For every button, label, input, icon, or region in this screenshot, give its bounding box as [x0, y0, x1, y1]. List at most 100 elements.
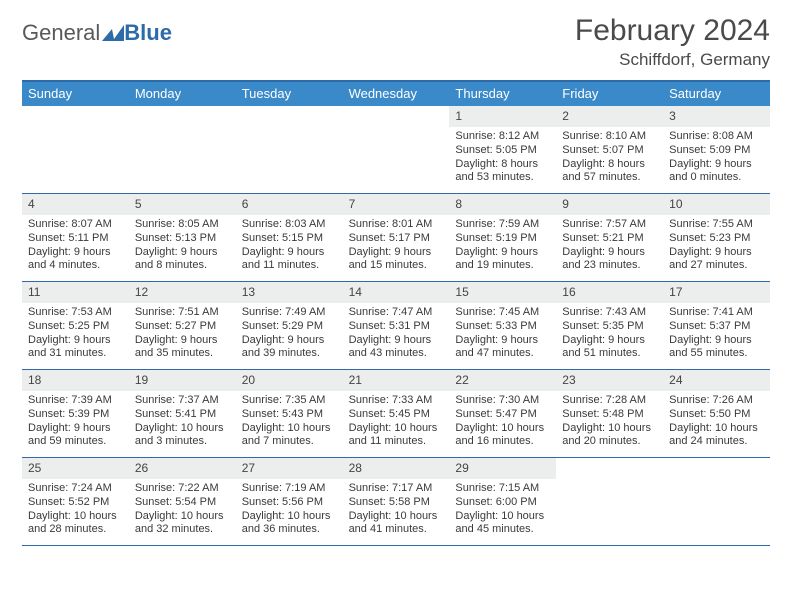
day-number: 8	[449, 194, 556, 215]
day-cell	[343, 106, 450, 193]
daylight-line1: Daylight: 8 hours	[562, 158, 657, 172]
daylight-line2: and 57 minutes.	[562, 171, 657, 185]
day-body: Sunrise: 8:12 AMSunset: 5:05 PMDaylight:…	[449, 127, 556, 193]
daylight-line1: Daylight: 10 hours	[349, 422, 444, 436]
sunset-text: Sunset: 5:52 PM	[28, 496, 123, 510]
day-body: Sunrise: 7:43 AMSunset: 5:35 PMDaylight:…	[556, 303, 663, 369]
weekday-label: Saturday	[663, 82, 770, 106]
sunrise-text: Sunrise: 7:47 AM	[349, 306, 444, 320]
sunrise-text: Sunrise: 8:08 AM	[669, 130, 764, 144]
day-number: 26	[129, 458, 236, 479]
sunrise-text: Sunrise: 8:10 AM	[562, 130, 657, 144]
sunset-text: Sunset: 5:27 PM	[135, 320, 230, 334]
day-cell: 27Sunrise: 7:19 AMSunset: 5:56 PMDayligh…	[236, 458, 343, 545]
day-cell: 4Sunrise: 8:07 AMSunset: 5:11 PMDaylight…	[22, 194, 129, 281]
sunset-text: Sunset: 5:11 PM	[28, 232, 123, 246]
sunset-text: Sunset: 5:33 PM	[455, 320, 550, 334]
sunset-text: Sunset: 5:48 PM	[562, 408, 657, 422]
sunset-text: Sunset: 5:43 PM	[242, 408, 337, 422]
day-cell: 11Sunrise: 7:53 AMSunset: 5:25 PMDayligh…	[22, 282, 129, 369]
day-cell: 24Sunrise: 7:26 AMSunset: 5:50 PMDayligh…	[663, 370, 770, 457]
sunset-text: Sunset: 5:05 PM	[455, 144, 550, 158]
logo-wave-icon	[102, 25, 124, 41]
day-number: 18	[22, 370, 129, 391]
day-body: Sunrise: 8:10 AMSunset: 5:07 PMDaylight:…	[556, 127, 663, 193]
brand-logo: General Blue	[22, 20, 172, 46]
sunrise-text: Sunrise: 7:30 AM	[455, 394, 550, 408]
week-row: 25Sunrise: 7:24 AMSunset: 5:52 PMDayligh…	[22, 458, 770, 546]
day-body: Sunrise: 8:07 AMSunset: 5:11 PMDaylight:…	[22, 215, 129, 281]
daylight-line2: and 32 minutes.	[135, 523, 230, 537]
day-body: Sunrise: 7:22 AMSunset: 5:54 PMDaylight:…	[129, 479, 236, 545]
sunrise-text: Sunrise: 7:55 AM	[669, 218, 764, 232]
daylight-line1: Daylight: 9 hours	[669, 334, 764, 348]
day-body: Sunrise: 7:35 AMSunset: 5:43 PMDaylight:…	[236, 391, 343, 457]
day-body: Sunrise: 7:41 AMSunset: 5:37 PMDaylight:…	[663, 303, 770, 369]
daylight-line2: and 47 minutes.	[455, 347, 550, 361]
day-cell: 16Sunrise: 7:43 AMSunset: 5:35 PMDayligh…	[556, 282, 663, 369]
sunset-text: Sunset: 5:37 PM	[669, 320, 764, 334]
daylight-line1: Daylight: 10 hours	[562, 422, 657, 436]
weekday-label: Friday	[556, 82, 663, 106]
day-body: Sunrise: 7:53 AMSunset: 5:25 PMDaylight:…	[22, 303, 129, 369]
daylight-line1: Daylight: 9 hours	[562, 246, 657, 260]
day-cell: 15Sunrise: 7:45 AMSunset: 5:33 PMDayligh…	[449, 282, 556, 369]
daylight-line2: and 31 minutes.	[28, 347, 123, 361]
day-body: Sunrise: 7:30 AMSunset: 5:47 PMDaylight:…	[449, 391, 556, 457]
day-cell: 21Sunrise: 7:33 AMSunset: 5:45 PMDayligh…	[343, 370, 450, 457]
sunrise-text: Sunrise: 8:05 AM	[135, 218, 230, 232]
daylight-line2: and 15 minutes.	[349, 259, 444, 273]
daylight-line1: Daylight: 9 hours	[28, 246, 123, 260]
sunset-text: Sunset: 5:50 PM	[669, 408, 764, 422]
daylight-line1: Daylight: 9 hours	[349, 334, 444, 348]
sunset-text: Sunset: 5:58 PM	[349, 496, 444, 510]
sunset-text: Sunset: 5:47 PM	[455, 408, 550, 422]
day-number: 23	[556, 370, 663, 391]
sunrise-text: Sunrise: 7:37 AM	[135, 394, 230, 408]
day-cell: 25Sunrise: 7:24 AMSunset: 5:52 PMDayligh…	[22, 458, 129, 545]
day-cell: 29Sunrise: 7:15 AMSunset: 6:00 PMDayligh…	[449, 458, 556, 545]
day-cell	[236, 106, 343, 193]
sunset-text: Sunset: 5:39 PM	[28, 408, 123, 422]
sunset-text: Sunset: 5:19 PM	[455, 232, 550, 246]
daylight-line2: and 39 minutes.	[242, 347, 337, 361]
daylight-line2: and 35 minutes.	[135, 347, 230, 361]
daylight-line2: and 59 minutes.	[28, 435, 123, 449]
daylight-line1: Daylight: 9 hours	[242, 334, 337, 348]
day-body: Sunrise: 7:26 AMSunset: 5:50 PMDaylight:…	[663, 391, 770, 457]
daylight-line2: and 7 minutes.	[242, 435, 337, 449]
sunrise-text: Sunrise: 7:49 AM	[242, 306, 337, 320]
day-number: 5	[129, 194, 236, 215]
day-body: Sunrise: 7:59 AMSunset: 5:19 PMDaylight:…	[449, 215, 556, 281]
day-number: 1	[449, 106, 556, 127]
day-number: 16	[556, 282, 663, 303]
day-body: Sunrise: 8:01 AMSunset: 5:17 PMDaylight:…	[343, 215, 450, 281]
daylight-line1: Daylight: 9 hours	[455, 334, 550, 348]
day-number: 9	[556, 194, 663, 215]
daylight-line2: and 45 minutes.	[455, 523, 550, 537]
day-body: Sunrise: 7:33 AMSunset: 5:45 PMDaylight:…	[343, 391, 450, 457]
day-cell: 17Sunrise: 7:41 AMSunset: 5:37 PMDayligh…	[663, 282, 770, 369]
sunset-text: Sunset: 5:25 PM	[28, 320, 123, 334]
daylight-line1: Daylight: 9 hours	[669, 158, 764, 172]
daylight-line2: and 11 minutes.	[242, 259, 337, 273]
daylight-line1: Daylight: 9 hours	[28, 422, 123, 436]
daylight-line1: Daylight: 9 hours	[28, 334, 123, 348]
daylight-line1: Daylight: 10 hours	[455, 510, 550, 524]
header: General Blue February 2024 Schiffdorf, G…	[22, 14, 770, 70]
daylight-line2: and 19 minutes.	[455, 259, 550, 273]
sunrise-text: Sunrise: 7:24 AM	[28, 482, 123, 496]
daylight-line2: and 53 minutes.	[455, 171, 550, 185]
sunset-text: Sunset: 5:31 PM	[349, 320, 444, 334]
sunset-text: Sunset: 5:35 PM	[562, 320, 657, 334]
day-cell: 23Sunrise: 7:28 AMSunset: 5:48 PMDayligh…	[556, 370, 663, 457]
day-number: 6	[236, 194, 343, 215]
sunrise-text: Sunrise: 7:57 AM	[562, 218, 657, 232]
day-cell: 19Sunrise: 7:37 AMSunset: 5:41 PMDayligh…	[129, 370, 236, 457]
day-cell: 3Sunrise: 8:08 AMSunset: 5:09 PMDaylight…	[663, 106, 770, 193]
sunrise-text: Sunrise: 7:33 AM	[349, 394, 444, 408]
weekday-label: Wednesday	[343, 82, 450, 106]
daylight-line2: and 8 minutes.	[135, 259, 230, 273]
daylight-line2: and 43 minutes.	[349, 347, 444, 361]
daylight-line1: Daylight: 9 hours	[135, 334, 230, 348]
